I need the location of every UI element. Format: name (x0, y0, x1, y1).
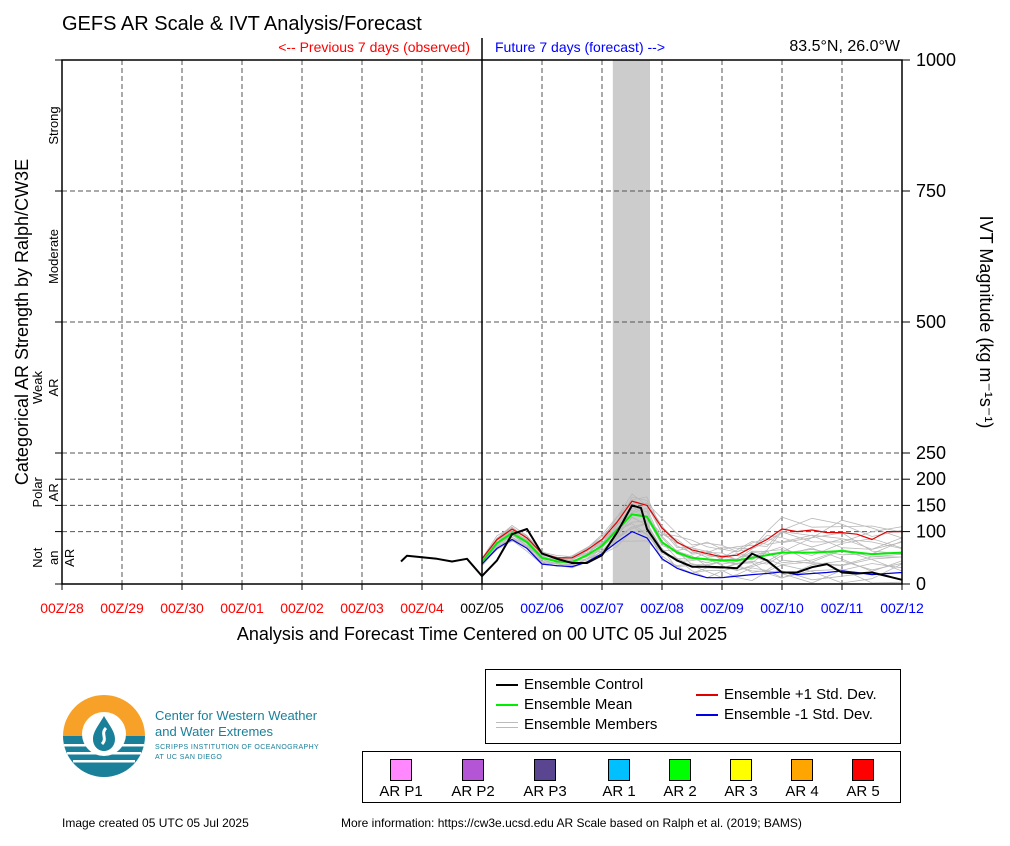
ar-scale-label: AR 3 (724, 783, 758, 800)
ensemble-member-line (481, 522, 903, 572)
control-line-swatch (496, 683, 518, 686)
x-tick-label: 00Z/06 (520, 600, 564, 616)
ar-1-swatch (608, 759, 630, 781)
category-label: Moderate (46, 229, 61, 284)
ar-scale-label: AR P2 (451, 783, 495, 800)
ensemble-member-line (481, 514, 903, 564)
logo-institution-line2: AT UC SAN DIEGO (155, 754, 223, 761)
ensemble-member-line (481, 496, 903, 561)
x-tick-label: 00Z/03 (340, 600, 384, 616)
ar-3-swatch (730, 759, 752, 781)
cw3e-logo (62, 695, 146, 778)
mean-line-swatch (496, 703, 518, 706)
legend-item-plus-sd: Ensemble +1 Std. Dev. (696, 686, 877, 703)
ar-scale-label: AR P1 (379, 783, 423, 800)
ar-5-swatch (852, 759, 874, 781)
series-line-control (400, 504, 903, 581)
ar-scale-item-5: AR 5 (833, 759, 893, 800)
y-tick-label: 500 (916, 312, 946, 332)
x-axis-label: Analysis and Forecast Time Centered on 0… (237, 624, 727, 644)
logo-org-line2: and Water Extremes (155, 724, 274, 739)
ar-scale-label: AR P3 (523, 783, 567, 800)
x-tick-label: 00Z/29 (100, 600, 144, 616)
x-tick-label: 00Z/30 (160, 600, 204, 616)
legend-label: Ensemble Members (524, 716, 658, 733)
ivt-chart: GEFS AR Scale & IVT Analysis/Forecast <-… (12, 13, 996, 644)
x-tick-label: 00Z/05 (460, 600, 504, 616)
legend-item-control: Ensemble Control (496, 676, 643, 693)
y-tick-label: 0 (916, 574, 926, 594)
category-label: Polar (30, 476, 45, 507)
ar-scale-legend: AR P1 AR P2 AR P3 AR 1 AR 2 AR 3 AR 4 AR… (362, 751, 901, 803)
category-label: AR (46, 483, 61, 501)
y-tick-label: 750 (916, 181, 946, 201)
ar-scale-item-p3: AR P3 (515, 759, 575, 800)
x-tick-label: 00Z/28 (40, 600, 84, 616)
footer-created: Image created 05 UTC 05 Jul 2025 (62, 816, 249, 830)
ar-scale-item-1: AR 1 (589, 759, 649, 800)
ar-p2-swatch (462, 759, 484, 781)
category-label: Weak (30, 371, 45, 404)
x-tick-label: 00Z/02 (280, 600, 324, 616)
ar-p1-swatch (390, 759, 412, 781)
x-tick-label: 00Z/09 (700, 600, 744, 616)
ar-scale-item-p1: AR P1 (371, 759, 431, 800)
minus-sd-line-swatch (696, 713, 718, 716)
x-tick-label: 00Z/07 (580, 600, 624, 616)
ar-scale-item-3: AR 3 (711, 759, 771, 800)
category-label: Strong (46, 106, 61, 144)
x-tick-label: 00Z/01 (220, 600, 264, 616)
legend-item-mean: Ensemble Mean (496, 696, 632, 713)
legend-item-members: Ensemble Members (496, 716, 657, 733)
legend-label: Ensemble Mean (524, 696, 633, 713)
category-label: AR (46, 378, 61, 396)
ar-scale-item-4: AR 4 (772, 759, 832, 800)
legend: Ensemble Control Ensemble Mean Ensemble … (485, 669, 901, 744)
legend-label: Ensemble +1 Std. Dev. (724, 686, 877, 703)
ensemble-member-line (481, 523, 903, 573)
x-tick-label: 00Z/04 (400, 600, 444, 616)
chart-title: GEFS AR Scale & IVT Analysis/Forecast (62, 13, 422, 35)
ar-scale-item-2: AR 2 (650, 759, 710, 800)
series-line-mean (481, 513, 903, 563)
legend-item-minus-sd: Ensemble -1 Std. Dev. (696, 706, 873, 723)
category-label: an (46, 551, 61, 565)
ar-scale-item-p2: AR P2 (443, 759, 503, 800)
category-label: AR (62, 549, 77, 567)
ar-scale-label: AR 2 (663, 783, 697, 800)
ar-4-swatch (791, 759, 813, 781)
x-tick-label: 00Z/12 (880, 600, 924, 616)
legend-label: Ensemble -1 Std. Dev. (724, 706, 873, 723)
ar-scale-label: AR 5 (846, 783, 880, 800)
legend-label: Ensemble Control (524, 676, 644, 693)
previous-days-label: <-- Previous 7 days (observed) (278, 39, 470, 55)
x-tick-label: 00Z/10 (760, 600, 804, 616)
future-days-label: Future 7 days (forecast) --> (495, 39, 665, 55)
left-axis-label: Categorical AR Strength by Ralph/CW3E (12, 159, 32, 485)
x-tick-label: 00Z/08 (640, 600, 684, 616)
y-tick-label: 200 (916, 469, 946, 489)
members-line-swatch (496, 721, 518, 728)
plus-sd-line-swatch (696, 693, 718, 696)
y-tick-label: 250 (916, 443, 946, 463)
x-tick-label: 00Z/11 (821, 600, 864, 616)
category-label: Not (30, 547, 45, 568)
logo-org-line1: Center for Western Weather (155, 708, 318, 723)
series-line-minus (481, 530, 903, 579)
logo-institution-line1: SCRIPPS INSTITUTION OF OCEANOGRAPHY (155, 744, 320, 751)
footer-info: More information: https://cw3e.ucsd.edu … (341, 816, 802, 830)
right-axis-label: IVT Magnitude (kg m⁻¹s⁻¹) (976, 216, 996, 429)
y-tick-label: 150 (916, 495, 946, 515)
ensemble-member-line (481, 493, 903, 560)
y-tick-label: 100 (916, 522, 946, 542)
ar-scale-label: AR 1 (602, 783, 636, 800)
ar-p3-swatch (534, 759, 556, 781)
ar-2-swatch (669, 759, 691, 781)
y-tick-label: 1000 (916, 50, 956, 70)
ar-scale-label: AR 4 (785, 783, 819, 800)
location-label: 83.5°N, 26.0°W (789, 38, 901, 55)
